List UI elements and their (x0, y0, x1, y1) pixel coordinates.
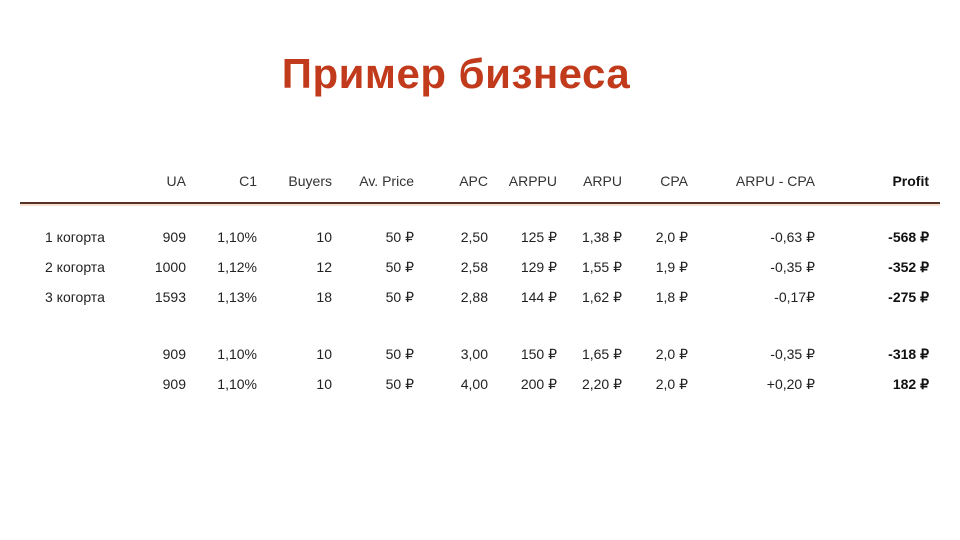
cell-c1: 1,10% (217, 346, 257, 362)
cell-c1: 1,10% (217, 229, 257, 245)
cell-arppu: 150 ₽ (520, 345, 557, 362)
cell-ua: 1000 (154, 259, 186, 275)
table-row-cohort-1: 1 когорта 909 1,10% 10 50 ₽ 2,50 125 ₽ 1… (20, 222, 940, 252)
cell-av-price: 50 ₽ (385, 288, 414, 305)
column-header-cpa: CPA (660, 173, 688, 189)
cell-arpu: 1,62 ₽ (581, 288, 622, 305)
column-header-c1: C1 (239, 173, 257, 189)
cell-cpa: 2,0 ₽ (655, 345, 688, 362)
cell-arpu-minus-cpa: +0,20 ₽ (766, 375, 815, 392)
column-header-arpu: ARPU (583, 173, 622, 189)
cell-av-price: 50 ₽ (385, 228, 414, 245)
column-header-apc: APC (459, 173, 488, 189)
cell-arppu: 144 ₽ (520, 288, 557, 305)
cell-cpa: 2,0 ₽ (655, 375, 688, 392)
row-label: 1 когорта (45, 229, 105, 245)
cell-arpu-minus-cpa: -0,63 ₽ (770, 228, 815, 245)
cell-apc: 4,00 (460, 376, 488, 392)
cell-arpu: 2,20 ₽ (581, 375, 622, 392)
cell-arppu: 125 ₽ (520, 228, 557, 245)
cell-av-price: 50 ₽ (385, 258, 414, 275)
cell-arpu-minus-cpa: -0,35 ₽ (770, 345, 815, 362)
table-header-row: UA C1 Buyers Av. Price APC ARPPU ARPU CP… (20, 160, 940, 202)
cell-av-price: 50 ₽ (385, 345, 414, 362)
cell-arpu-minus-cpa: -0,35 ₽ (770, 258, 815, 275)
cell-profit: -275 ₽ (888, 288, 929, 305)
column-header-profit: Profit (892, 173, 929, 189)
cell-ua: 909 (162, 376, 186, 392)
cell-arppu: 200 ₽ (520, 375, 557, 392)
row-label: 3 когорта (45, 289, 105, 305)
cell-buyers: 10 (316, 346, 332, 362)
column-header-av-price: Av. Price (359, 173, 414, 189)
cell-c1: 1,10% (217, 376, 257, 392)
cell-ua: 1593 (154, 289, 186, 305)
column-header-ua: UA (166, 173, 186, 189)
cell-arpu: 1,65 ₽ (581, 345, 622, 362)
cell-av-price: 50 ₽ (385, 375, 414, 392)
column-header-arpu-minus-cpa: ARPU - CPA (735, 173, 815, 189)
cell-ua: 909 (162, 229, 186, 245)
cell-buyers: 18 (316, 289, 332, 305)
column-header-label (20, 160, 130, 202)
table-row-cohort-2: 2 когорта 1000 1,12% 12 50 ₽ 2,58 129 ₽ … (20, 252, 940, 282)
cell-apc: 2,58 (460, 259, 488, 275)
column-header-buyers: Buyers (288, 173, 332, 189)
table-spacer-row (20, 312, 940, 339)
cell-c1: 1,12% (217, 259, 257, 275)
cell-apc: 2,50 (460, 229, 488, 245)
cell-cpa: 2,0 ₽ (655, 228, 688, 245)
cell-profit: -318 ₽ (888, 345, 929, 362)
header-divider-row (20, 202, 940, 222)
cell-buyers: 12 (316, 259, 332, 275)
cell-profit: -568 ₽ (888, 228, 929, 245)
row-label (20, 369, 130, 399)
cell-arpu: 1,38 ₽ (581, 228, 622, 245)
column-header-arppu: ARPPU (508, 173, 557, 189)
cell-apc: 2,88 (460, 289, 488, 305)
header-divider (20, 202, 940, 206)
table-row-scenario-2: 909 1,10% 10 50 ₽ 4,00 200 ₽ 2,20 ₽ 2,0 … (20, 369, 940, 399)
cohort-table-container: UA C1 Buyers Av. Price APC ARPPU ARPU CP… (20, 160, 940, 399)
cell-buyers: 10 (316, 229, 332, 245)
cell-c1: 1,13% (217, 289, 257, 305)
cell-arppu: 129 ₽ (520, 258, 557, 275)
cell-cpa: 1,9 ₽ (655, 258, 688, 275)
cell-arpu: 1,55 ₽ (581, 258, 622, 275)
cell-cpa: 1,8 ₽ (655, 288, 688, 305)
cell-profit: -352 ₽ (888, 258, 929, 275)
page-title: Пример бизнеса (281, 50, 631, 97)
cell-arpu-minus-cpa: -0,17₽ (774, 288, 815, 305)
cell-buyers: 10 (316, 376, 332, 392)
cell-ua: 909 (162, 346, 186, 362)
table-row-scenario-1: 909 1,10% 10 50 ₽ 3,00 150 ₽ 1,65 ₽ 2,0 … (20, 339, 940, 369)
row-label (20, 339, 130, 369)
table-row-cohort-3: 3 когорта 1593 1,13% 18 50 ₽ 2,88 144 ₽ … (20, 282, 940, 312)
cell-profit: 182 ₽ (892, 375, 929, 392)
cohort-table: UA C1 Buyers Av. Price APC ARPPU ARPU CP… (20, 160, 940, 399)
row-label: 2 когорта (45, 259, 105, 275)
cell-apc: 3,00 (460, 346, 488, 362)
